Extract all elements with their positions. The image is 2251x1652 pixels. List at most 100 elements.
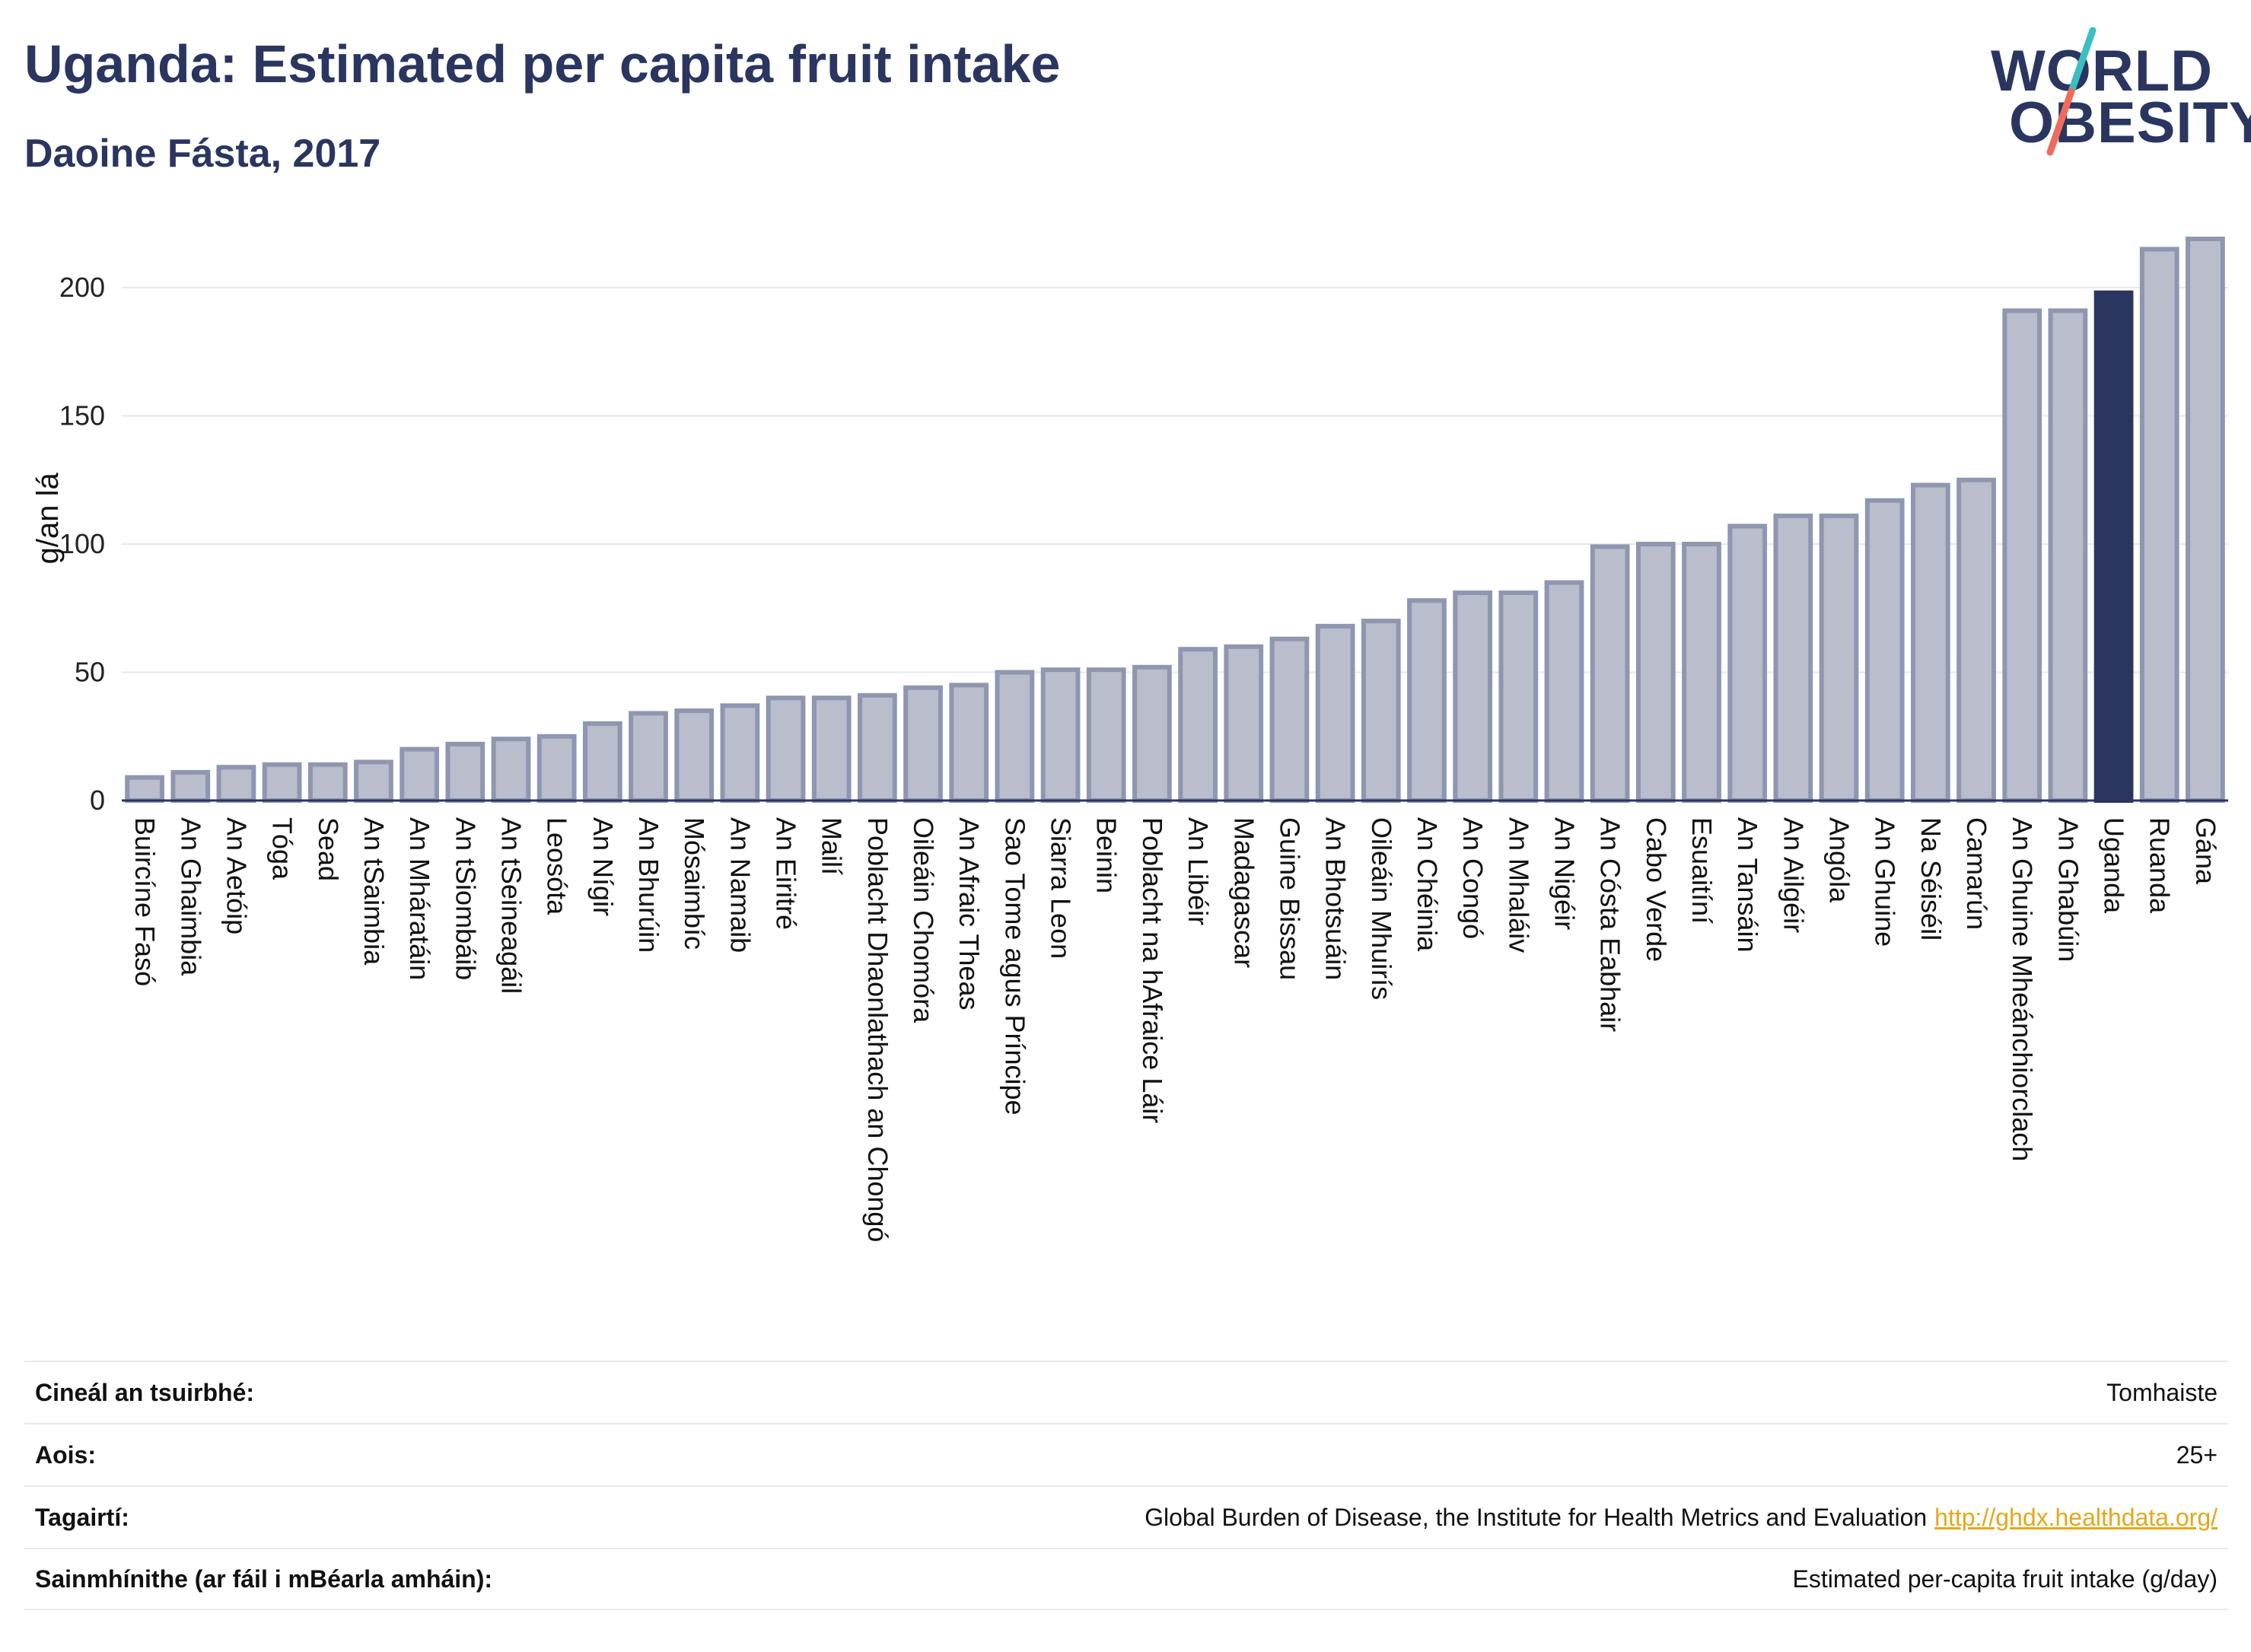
x-tick-label-34: Esuaitíní [1686,817,1718,924]
x-tick-label-27: Oileáin Mhuirís [1366,817,1397,1000]
bar-30 [1498,590,1539,803]
bar-39 [1911,482,1950,803]
bar-18 [949,683,989,803]
x-tick-label-29: An Congó [1457,817,1488,939]
info-key-0: Cineál an tsuirbhé: [35,1378,255,1406]
info-key-2: Tagairtí: [35,1503,129,1531]
y-axis-ticks: 0 50 100 150 200 [59,272,105,816]
x-tick-label-20: Siarra Leon [1046,817,1077,959]
bar-1 [170,769,211,803]
bar-7 [445,741,486,803]
x-tick-label-25: Guine Bissau [1274,817,1305,980]
x-tick-label-16: Poblacht Dhaonlathach an Chongó [862,817,893,1242]
x-tick-label-37: Angóla [1824,817,1855,903]
x-tick-label-44: Ruanda [2144,817,2176,914]
x-tick-label-26: An Bhotsuáin [1320,817,1352,980]
bar-15 [811,695,852,804]
info-key-3: Sainmhínithe (ar fáil i mBéarla amháin): [35,1564,493,1593]
bar-37 [1819,513,1859,803]
bar-36 [1773,513,1813,803]
x-tick-label-33: Cabo Verde [1641,817,1672,962]
x-tick-label-18: An Afraic Theas [954,817,985,1010]
bar-44 [2139,247,2179,803]
bar-21 [1086,667,1126,803]
bar-33 [1635,542,1676,803]
bar-2 [216,765,256,804]
bar-22 [1132,664,1172,804]
bar-38 [1864,498,1905,803]
info-value-0: Tomhaiste [2106,1378,2218,1406]
bar-8 [491,737,531,803]
page-subtitle: Daoine Fásta, 2017 [24,132,381,176]
bar-9 [536,734,577,803]
x-tick-label-19: Sao Tome agus Príncipe [999,817,1030,1116]
bar-3 [262,762,302,804]
x-tick-label-24: Madagascar [1228,817,1259,968]
x-tick-label-11: An Bhurúin [633,817,664,953]
bar-16 [858,692,897,804]
x-tick-label-10: An Nígir [587,817,619,916]
info-value-2: Global Burden of Disease, the Institute … [1145,1503,2218,1531]
x-tick-label-0: Buircíne Fasó [129,817,161,986]
bar-43 [2093,290,2134,804]
x-tick-label-28: An Chéinia [1412,817,1443,952]
x-tick-label-41: An Ghuine Mheánchiorclach [2007,817,2038,1161]
x-tick-label-36: An Ailgéir [1778,817,1809,933]
x-tick-label-15: Mailí [817,817,848,875]
bar-14 [766,695,806,804]
x-tick-label-39: Na Séiséil [1915,817,1947,941]
bar-42 [2048,308,2088,803]
x-tick-label-9: Leosóta [542,817,573,915]
bar-11 [629,711,668,803]
y-tick-label-0: 0 [90,785,105,816]
logo-slash-icon [2046,27,2097,156]
y-tick-label-2: 100 [59,528,105,559]
bar-4 [307,762,348,804]
bar-40 [1956,477,1996,803]
bar-12 [674,708,715,803]
x-tick-label-38: An Ghuine [1870,817,1901,947]
info-value-1: 25+ [2176,1440,2218,1469]
y-tick-label-1: 50 [75,657,105,688]
info-row-2: Tagairtí: Global Burden of Disease, the I… [24,1485,2228,1548]
x-tick-label-35: An Tansáin [1732,817,1763,952]
info-row-3: Sainmhínithe (ar fáil i mBéarla amháin):… [24,1548,2228,1610]
bar-31 [1544,580,1584,803]
y-tick-label-4: 200 [59,272,105,303]
x-tick-label-13: An Namaib [724,817,756,953]
chart-bars [125,236,2225,804]
x-tick-label-40: Camarún [1961,817,1992,930]
bar-26 [1315,623,1355,804]
bar-10 [582,721,622,804]
x-tick-label-31: An Nigéir [1549,817,1580,930]
x-tick-label-17: Oileáin Chomóra [908,817,939,1023]
bar-34 [1682,542,1721,803]
bar-24 [1224,644,1264,803]
bar-25 [1269,636,1310,803]
logo-word-1: WORLD [1991,39,2214,103]
bar-45 [2186,236,2225,804]
x-tick-label-4: Sead [313,817,344,881]
world-obesity-logo[interactable]: WORLD OBESITY [1986,21,2251,166]
x-tick-label-12: Mósaimbíc [679,817,710,950]
bar-6 [400,746,439,803]
x-tick-label-6: An Mháratáin [404,817,435,980]
bar-0 [125,775,164,803]
bar-28 [1407,598,1447,803]
info-table: Cineál an tsuirbhé: Tomhaiste Aois: 25+ Taga… [24,1361,2228,1610]
x-tick-label-23: An Libéir [1183,817,1214,925]
x-tick-label-30: An Mhaláiv [1503,817,1534,953]
bar-17 [903,685,943,803]
x-tick-label-7: An tSiombáib [450,817,481,980]
bar-23 [1178,647,1218,803]
x-tick-label-14: An Eiritré [771,817,802,930]
bar-41 [2002,308,2042,803]
bar-32 [1590,544,1630,803]
logo-word-2: OBESITY [2009,91,2251,155]
x-tick-label-22: Poblacht na hAfraice Láir [1137,817,1168,1123]
bar-13 [720,703,760,803]
bar-5 [354,759,393,804]
y-tick-label-3: 150 [59,400,105,431]
reference-link[interactable]: http://ghdx.healthdata.org/ [1934,1503,2218,1531]
x-tick-label-21: Beinin [1091,817,1122,893]
